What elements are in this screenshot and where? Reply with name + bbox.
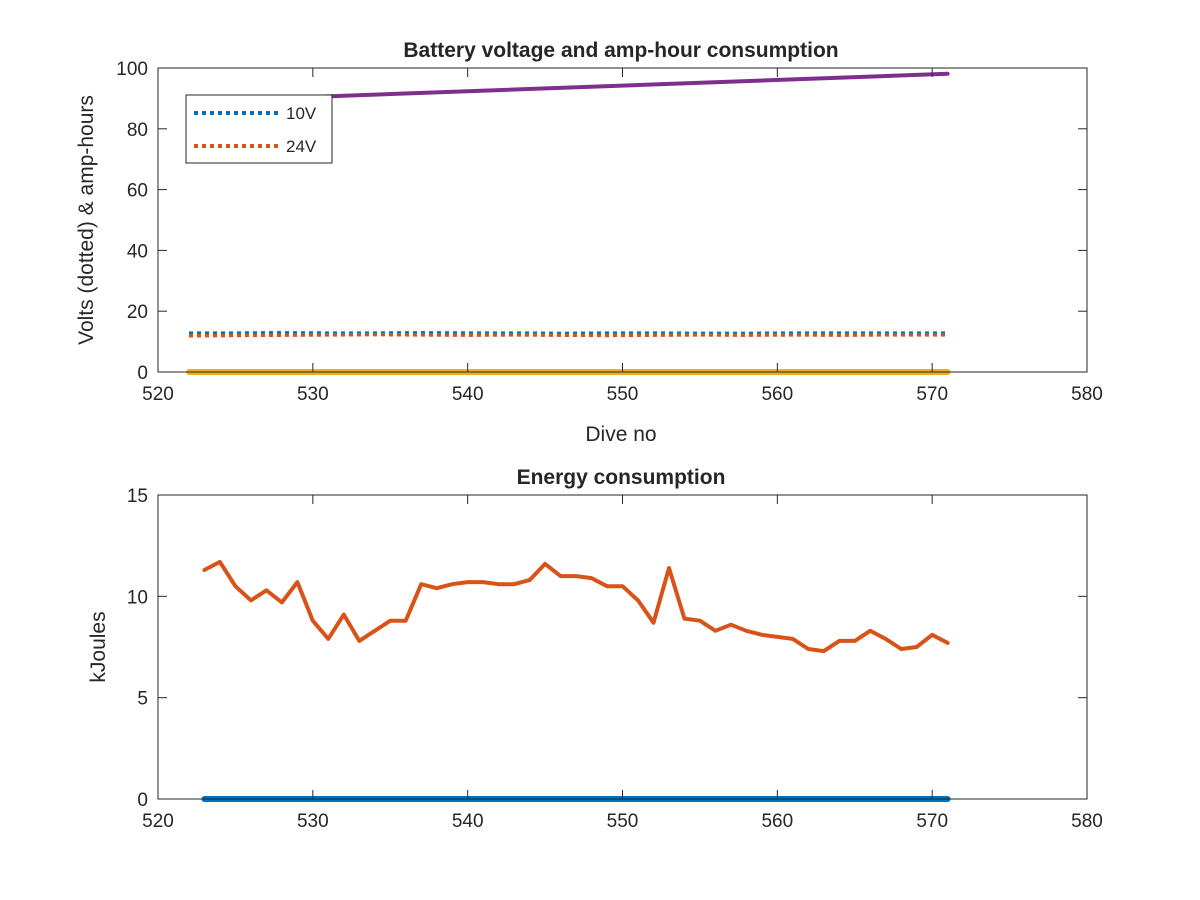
battery-x-tick-label: 560: [761, 384, 793, 405]
energy-x-tick-label: 530: [297, 811, 329, 832]
energy-subplot-title: Energy consumption: [517, 466, 726, 489]
energy-series-line-orange: [202, 559, 950, 654]
energy-x-tick-label: 520: [142, 811, 174, 832]
energy-subplot: Energy consumption 520 530 540 550 560 570 580…: [87, 466, 1103, 832]
legend-label-24v: 24V: [286, 137, 317, 156]
battery-x-tick-label: 540: [452, 384, 484, 405]
battery-y-tick-label: 0: [137, 363, 148, 384]
battery-series-line-10v: [189, 331, 948, 336]
legend-box: [185, 94, 333, 164]
legend-label-10v: 10V: [286, 104, 317, 123]
energy-y-tick-label: 10: [127, 587, 148, 608]
battery-x-axis-label: Dive no: [585, 423, 656, 446]
energy-x-tick-label: 580: [1071, 811, 1103, 832]
energy-y-tick-label: 15: [127, 486, 148, 507]
energy-x-tick-label: 570: [916, 811, 948, 832]
energy-ticks: 520 530 540 550 560 570 580 0 5 10 15: [127, 486, 1103, 832]
battery-y-tick-label: 60: [127, 181, 148, 202]
battery-y-tick-label: 80: [127, 120, 148, 141]
battery-x-tick-label: 570: [916, 384, 948, 405]
battery-x-tick-label: 580: [1071, 384, 1103, 405]
battery-x-tick-label: 550: [607, 384, 639, 405]
battery-y-tick-label: 40: [127, 241, 148, 262]
battery-y-tick-label: 20: [127, 302, 148, 323]
battery-x-tick-label: 520: [142, 384, 174, 405]
energy-y-axis-label: kJoules: [87, 611, 110, 682]
energy-x-tick-label: 550: [607, 811, 639, 832]
energy-x-tick-label: 540: [452, 811, 484, 832]
battery-y-axis-label: Volts (dotted) & amp-hours: [75, 95, 98, 345]
energy-y-tick-label: 5: [137, 689, 148, 710]
legend: 10V 24V: [185, 94, 333, 164]
battery-series-line-24v: [188, 332, 948, 338]
energy-y-tick-label: 0: [137, 790, 148, 811]
battery-subplot: Battery voltage and amp-hour consumption…: [75, 39, 1103, 446]
battery-ticks: 520 530 540 550 560 570 580 0 20 40 60 80 100: [116, 59, 1103, 405]
battery-series-line-purple: [310, 71, 950, 99]
battery-x-tick-label: 530: [297, 384, 329, 405]
battery-y-tick-label: 100: [116, 59, 148, 80]
battery-subplot-title: Battery voltage and amp-hour consumption: [403, 39, 838, 62]
energy-x-tick-label: 560: [761, 811, 793, 832]
